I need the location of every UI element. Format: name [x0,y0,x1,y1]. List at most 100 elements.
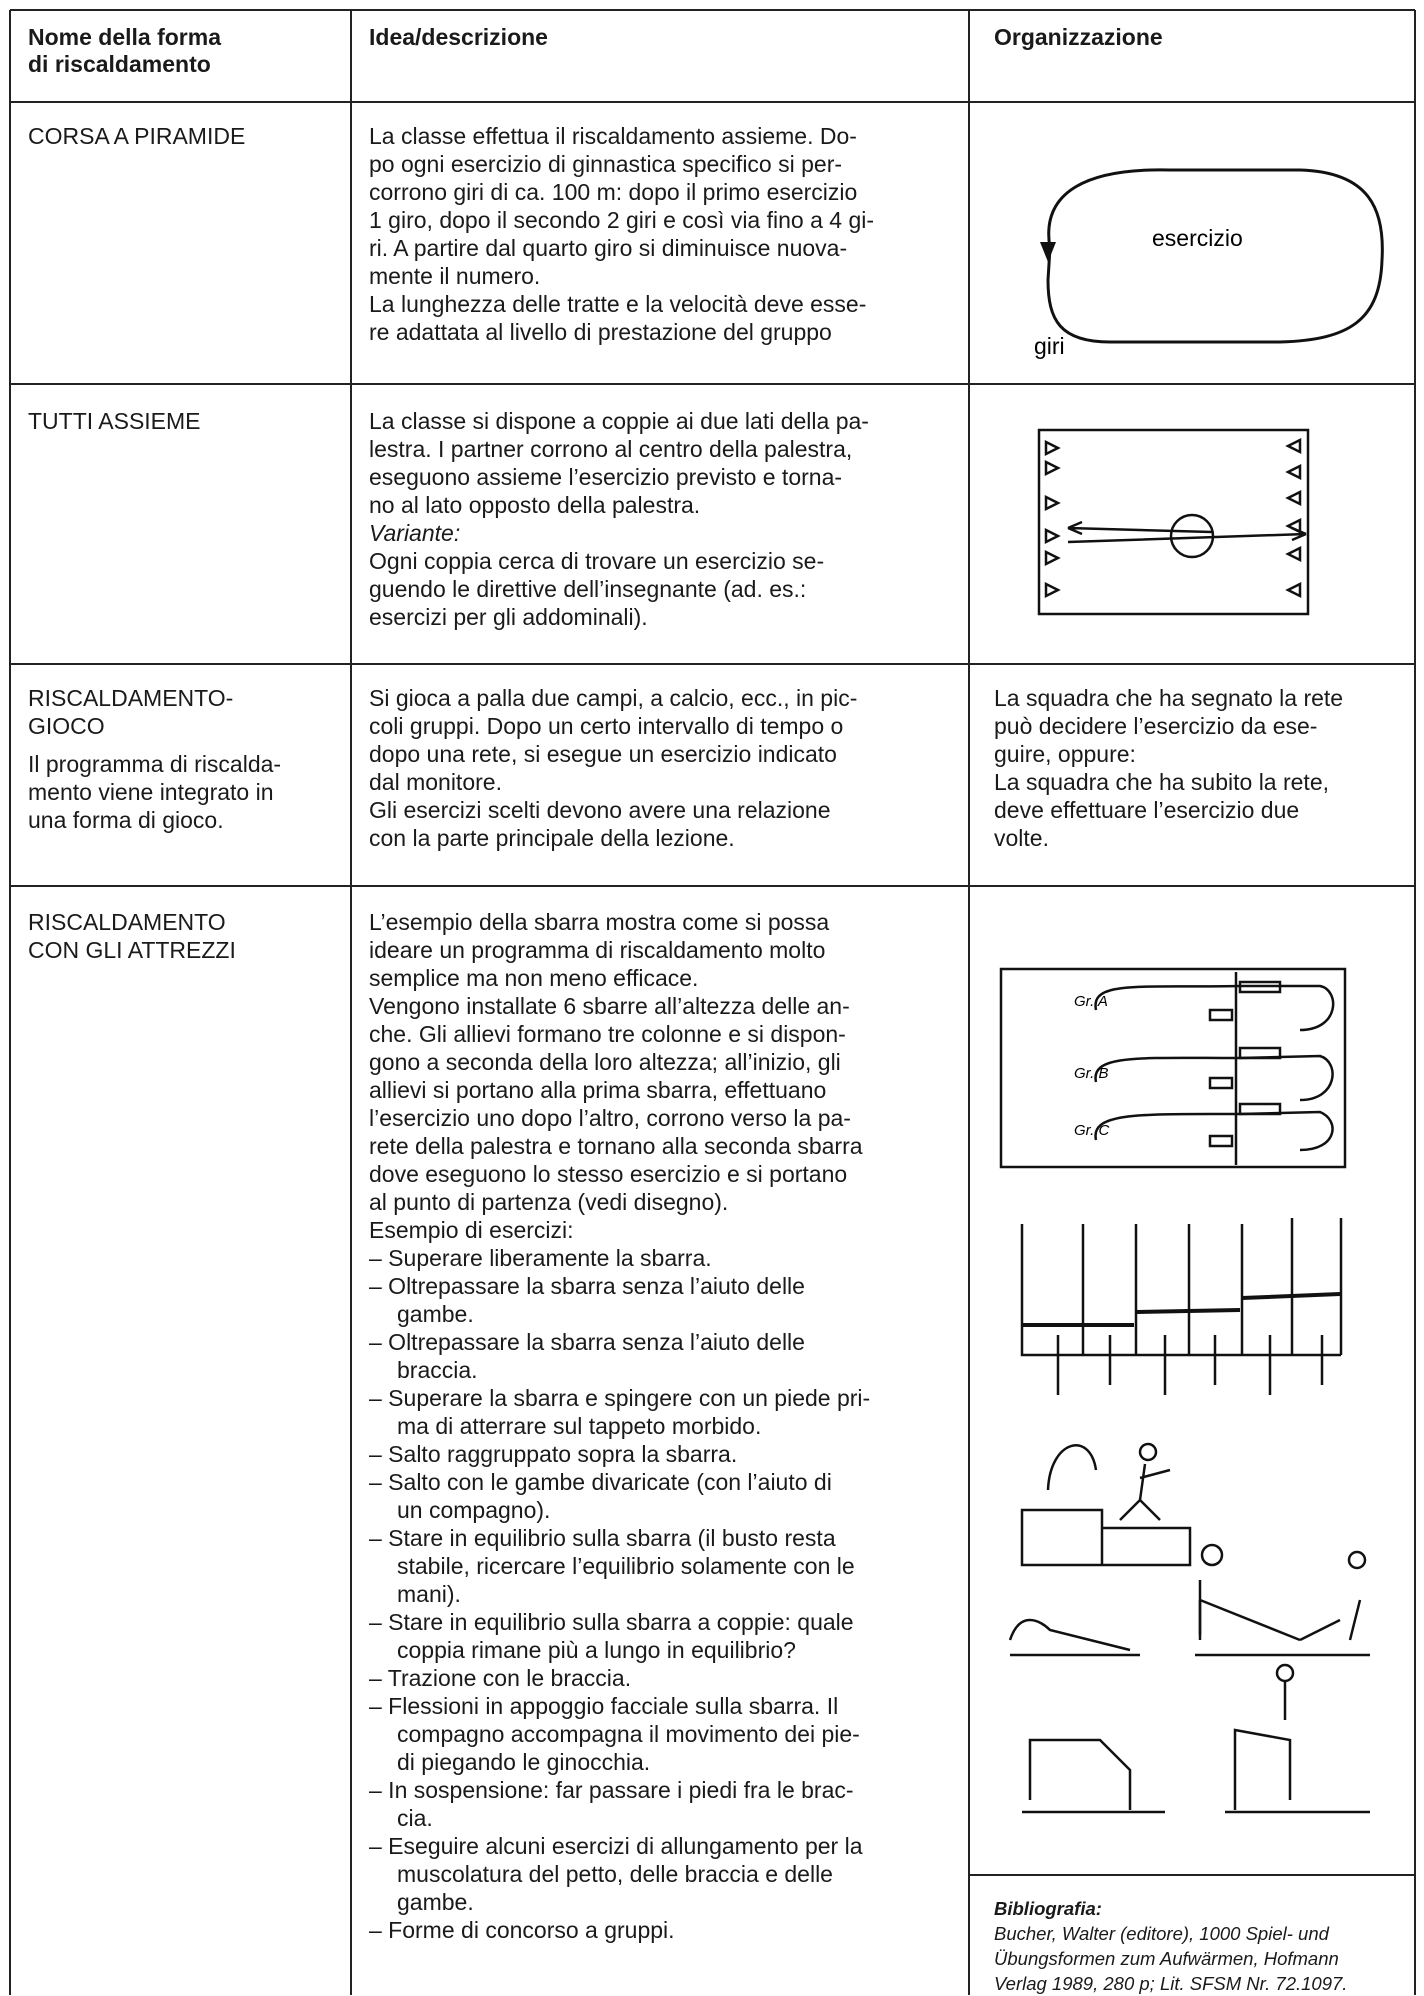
description-line: mani). [397,1581,461,1607]
description-line: – Oltrepassare la sbarra senza l’aiuto d… [369,1273,805,1299]
header-line: Idea/descrizione [369,24,548,50]
description-line: gambe. [397,1889,474,1915]
loop-diagram [1046,168,1384,344]
description-line: mente il numero. [369,263,541,289]
description-line: un compagno). [397,1497,551,1523]
header-line: di riscaldamento [28,51,211,77]
name-cell: RISCALDAMENTO CON GLI ATTREZZI [28,908,236,964]
description-line: re adattata al livello di prestazione de… [369,319,832,345]
description-line: eseguono assieme l’esercizio previsto e … [369,464,843,490]
description-line: ri. A partire dal quarto giro si diminui… [369,235,848,261]
description-cell: L’esempio della sbarra mostra come si po… [369,908,870,1944]
bibliography-line: Verlag 1989, 280 p; Lit. SFSM Nr. 72.109… [994,1973,1348,1994]
organization-line: La squadra che ha segnato la rete [994,685,1344,711]
description-line: ma di atterrare sul tappeto morbido. [397,1413,762,1439]
description-line: ideare un programma di riscaldamento mol… [369,937,826,963]
description-line: gono a seconda della loro altezza; all’i… [369,1049,841,1075]
note-line: mento viene integrato in [28,779,274,805]
organization-line: guire, oppure: [994,741,1136,767]
description-line: – Salto con le gambe divaricate (con l’a… [369,1469,832,1495]
description-line: allievi si portano alla prima sbarra, ef… [369,1077,827,1103]
form-name: GIOCO [28,713,105,739]
description-line: La lunghezza delle tratte e la velocità … [369,291,867,317]
description-line: 1 giro, dopo il secondo 2 giri e così vi… [369,207,875,233]
diagram-label: esercizio [1152,225,1243,251]
arrow-head [1040,242,1056,262]
description-line: – Flessioni in appoggio facciale sulla s… [369,1693,839,1719]
organization-line: può decidere l’esercizio da ese- [994,713,1318,739]
description-line: – Forme di concorso a gruppi. [369,1917,675,1943]
organization-line: volte. [994,825,1049,851]
description-line: La classe si dispone a coppie ai due lat… [369,408,869,434]
description-line: Si gioca a palla due campi, a calcio, ec… [369,685,858,711]
description-line: – Superare liberamente la sbarra. [369,1245,712,1271]
description-line: muscolatura del petto, delle braccia e d… [397,1861,833,1887]
note: Il programma di riscalda-mento viene int… [28,750,281,834]
description-line: L’esempio della sbarra mostra come si po… [369,909,830,935]
note-line: una forma di gioco. [28,807,224,833]
description-line: con la parte principale della lezione. [369,825,735,851]
description-line: coli gruppi. Dopo un certo intervallo di… [369,713,844,739]
description-line: al punto di partenza (vedi disegno). [369,1189,729,1215]
organization-line: deve effettuare l’esercizio due [994,797,1300,823]
form-name: TUTTI ASSIEME [28,408,201,434]
description-line: rete della palestra e tornano alla secon… [369,1133,863,1159]
bibliography-line: Bucher, Walter (editore), 1000 Spiel- un… [994,1923,1329,1944]
description-line: – Stare in equilibrio sulla sbarra a cop… [369,1609,854,1635]
description-line: – Trazione con le braccia. [369,1665,632,1691]
description-line: dal monitore. [369,769,502,795]
description-line: semplice ma non meno efficace. [369,965,699,991]
description-line: – In sospensione: far passare i piedi fr… [369,1777,854,1803]
description-line: cia. [397,1805,433,1831]
description-line: stabile, ricercare l’equilibrio solament… [397,1553,855,1579]
description-line: Esempio di esercizi: [369,1217,574,1243]
description-line: – Superare la sbarra e spingere con un p… [369,1385,871,1411]
description-line: – Stare in equilibrio sulla sbarra (il b… [369,1525,836,1551]
header-line: Organizzazione [994,24,1163,50]
name-cell: RISCALDAMENTO- GIOCO Il programma di risca… [28,684,281,834]
description-line: corrono giri di ca. 100 m: dopo il primo… [369,179,858,205]
description-line: compagno accompagna il movimento dei pie… [397,1721,860,1747]
description-line: gambe. [397,1301,474,1327]
description-cell: Si gioca a palla due campi, a calcio, ec… [369,684,857,852]
header-line: Nome della forma [28,24,221,50]
note-line: Il programma di riscalda- [28,751,282,777]
description-line: l’esercizio uno dopo l’altro, corrono ve… [369,1105,851,1131]
organization-line: La squadra che ha subito la rete, [994,769,1330,795]
description-line: no al lato opposto della palestra. [369,492,701,518]
description-line: – Salto raggruppato sopra la sbarra. [369,1441,738,1467]
header-cell: Organizzazione [994,24,1163,51]
description-line: coppia rimane più a lungo in equilibrio? [397,1637,796,1663]
description-line: braccia. [397,1357,478,1383]
diagram-label: Gr. A [1074,993,1108,1010]
bibliography: Bibliografia: Bucher, Walter (editore), 1… [994,1896,1347,1996]
variant-label: Variante: [369,520,461,546]
organization-cell: La squadra che ha segnato la rete può dec… [994,684,1343,852]
description-line: La classe effettua il riscaldamento assi… [369,123,857,149]
header-cell: Idea/descrizione [369,24,548,51]
description-line: – Oltrepassare la sbarra senza l’aiuto d… [369,1329,805,1355]
description-line: esercizi per gli addominali). [369,604,648,630]
diagram-label: Gr. C [1074,1122,1109,1139]
form-name: RISCALDAMENTO- [28,685,234,711]
bibliography-title: Bibliografia: [994,1898,1102,1919]
description-line: Gli esercizi scelti devono avere una rel… [369,797,831,823]
description-cell: La classe si dispone a coppie ai due lat… [369,407,869,631]
form-name: RISCALDAMENTO [28,909,226,935]
name-cell: CORSA A PIRAMIDE [28,122,245,150]
description-line: dopo una rete, si esegue un esercizio in… [369,741,837,767]
diagram-label: Gr. B [1074,1065,1108,1082]
bibliography-line: Übungsformen zum Aufwärmen, Hofmann [994,1948,1339,1969]
description-line: che. Gli allievi formano tre colonne e s… [369,1021,846,1047]
description-line: dove eseguono lo stesso esercizio e si p… [369,1161,848,1187]
form-name: CON GLI ATTREZZI [28,937,236,963]
description-cell: La classe effettua il riscaldamento assi… [369,122,874,346]
description-line: po ogni esercizio di ginnastica specific… [369,151,843,177]
diagram-label: giri [1034,333,1065,359]
header-cell: Nome della forma di riscaldamento [28,24,221,78]
description-line: Vengono installate 6 sbarre all’altezza … [369,993,850,1019]
gym-diagram [1037,428,1310,616]
